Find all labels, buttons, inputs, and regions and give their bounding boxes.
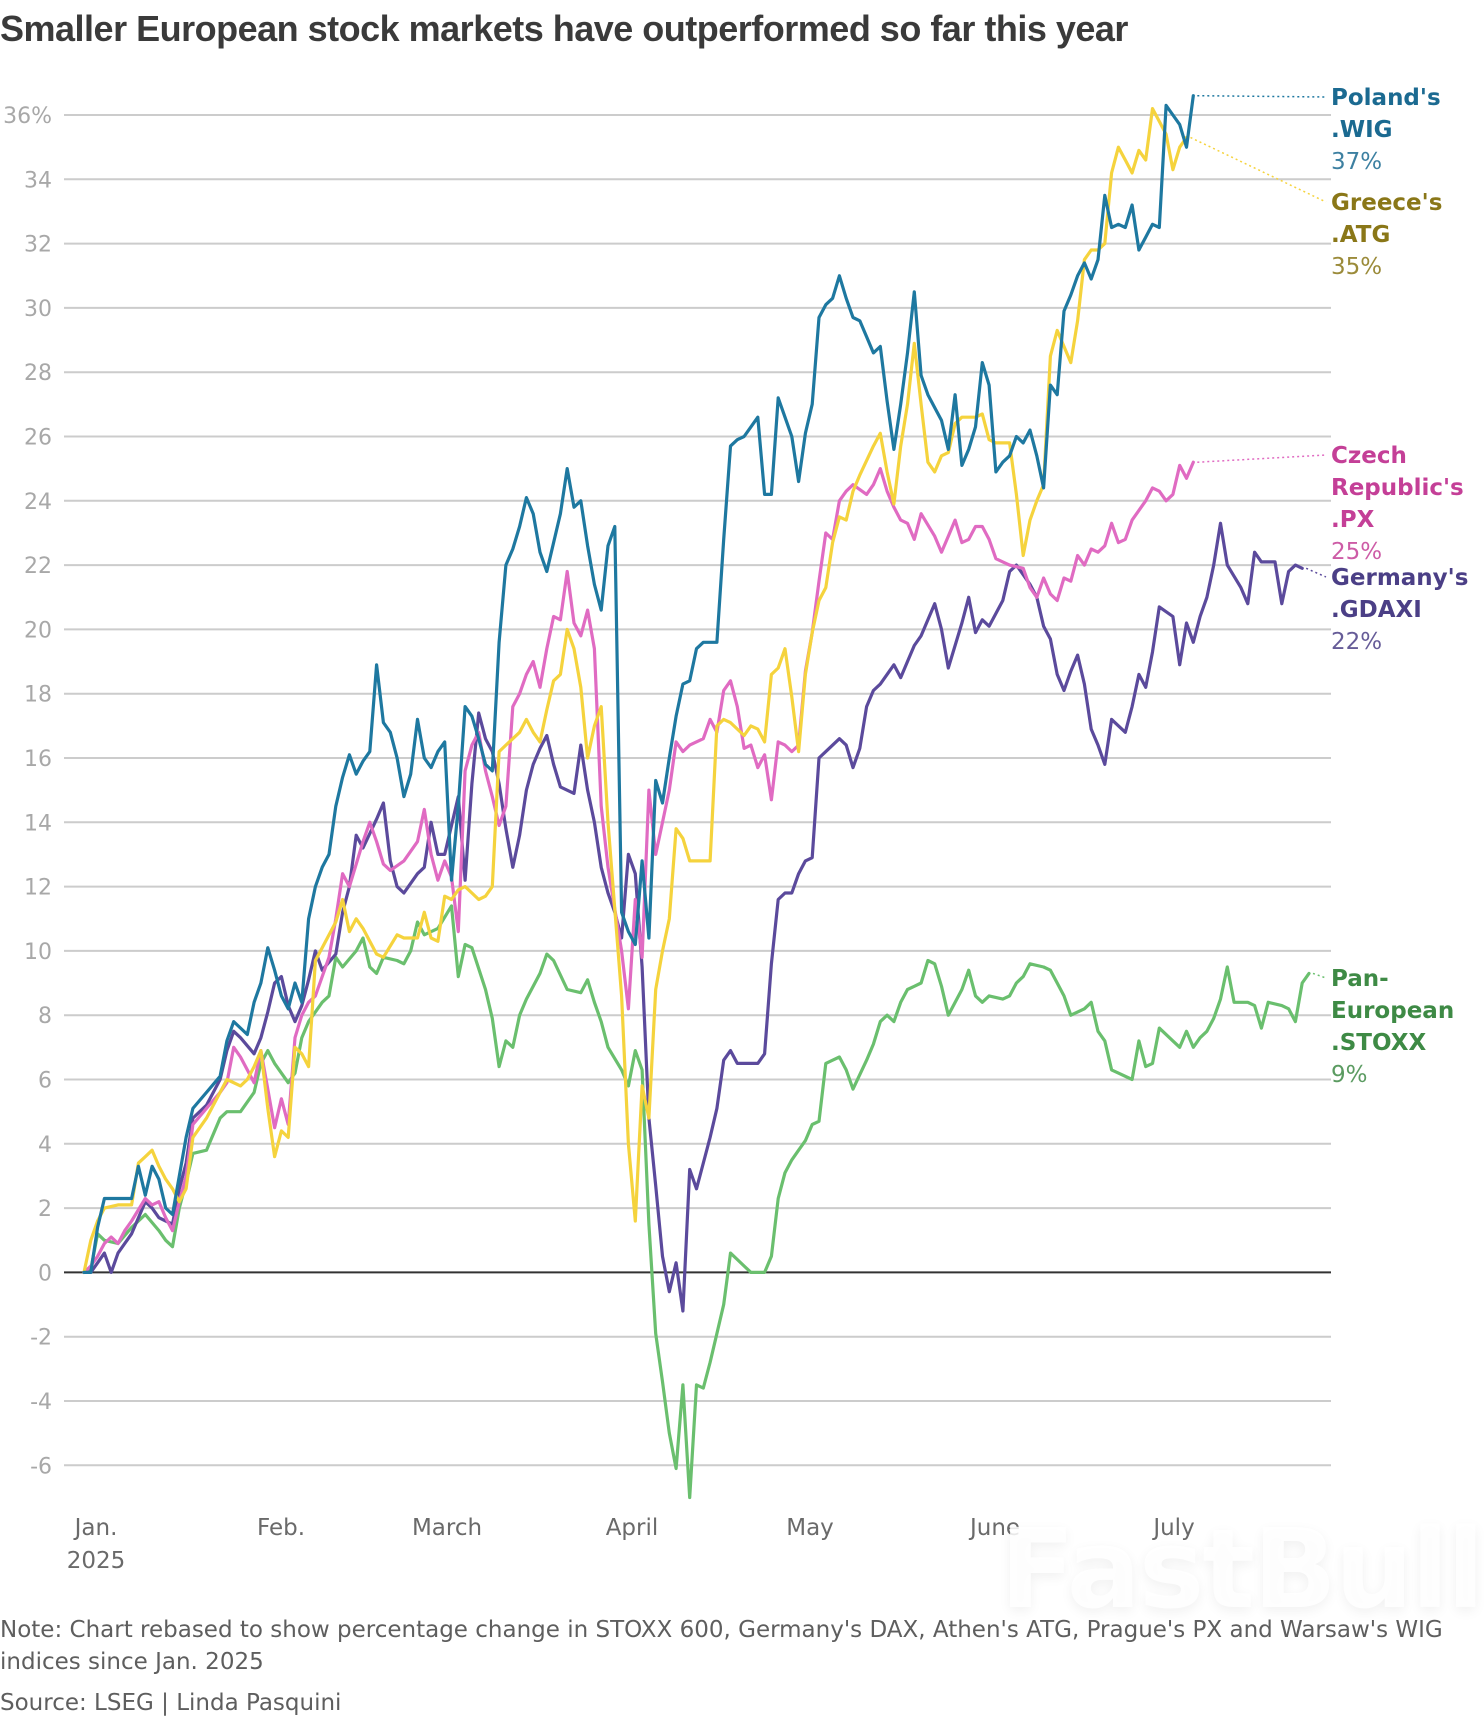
series-label-name: Greece's (1331, 190, 1442, 216)
y-tick-label: 22 (24, 554, 52, 579)
series-label-poland-s-wig: Poland's .WIG 37% (1197, 85, 1441, 175)
series-labels: Pan- European .STOXX 9% Germany's .GDAXI 22% Cz… (1190, 85, 1468, 1088)
y-tick-label: 26 (24, 426, 52, 451)
y-tick-label: 18 (24, 683, 52, 708)
series-label-name: .PX (1331, 507, 1375, 533)
series-label-czech-republic-s-px: Czech Republic's .PX 25% (1197, 443, 1464, 565)
y-tick-label: 30 (24, 297, 52, 322)
chart-title: Smaller European stock markets have outp… (0, 8, 1128, 49)
series-label-name: Czech (1331, 443, 1407, 469)
chart-source: Source: LSEG | Linda Pasquini (0, 1690, 342, 1716)
x-tick-label: Jan. (73, 1515, 118, 1541)
x-tick-label: Feb. (257, 1515, 305, 1541)
series-line-pan-european-stoxx (82, 904, 1311, 1500)
series-label-name: Germany's (1331, 565, 1468, 591)
y-tick-label: 6 (38, 1069, 52, 1094)
gridlines (64, 114, 1331, 1467)
y-tick-label: 24 (24, 490, 52, 515)
x-tick-label: July (1151, 1515, 1194, 1541)
series-label-pan-european-stoxx: Pan- European .STOXX 9% (1312, 966, 1454, 1088)
x-tick-label: March (412, 1515, 482, 1541)
watermark: FastBull (1000, 1505, 1484, 1633)
y-tick-label: -6 (30, 1454, 52, 1479)
series-label-name: .WIG (1331, 117, 1393, 143)
y-tick-label: 8 (38, 1004, 52, 1029)
series-label-germany-s-gdaxi: Germany's .GDAXI 22% (1305, 565, 1468, 655)
series-label-greece-s-atg: Greece's .ATG 35% (1190, 136, 1442, 280)
label-leader (1197, 454, 1327, 463)
label-leader (1197, 94, 1327, 98)
y-tick-label: 4 (38, 1133, 52, 1158)
series-end-value: 22% (1331, 629, 1382, 655)
series-label-name: .GDAXI (1331, 597, 1422, 623)
x-tick-sublabel: 2025 (67, 1548, 126, 1574)
series-label-name: Republic's (1331, 475, 1464, 501)
series-end-value: 9% (1331, 1062, 1368, 1088)
y-tick-label: 10 (24, 940, 52, 965)
x-axis-ticks: Jan. 2025 Feb. March April May June July (67, 1515, 1195, 1574)
y-tick-label: 20 (24, 618, 52, 643)
series-line-poland-s-wig (82, 94, 1195, 1274)
y-tick-label: 12 (24, 876, 52, 901)
y-tick-label: 16 (24, 747, 52, 772)
series-end-value: 25% (1331, 539, 1382, 565)
series-label-name: European (1331, 998, 1454, 1024)
y-tick-label: 32 (24, 233, 52, 258)
y-tick-label: 0 (38, 1261, 52, 1286)
series-label-name: Poland's (1331, 85, 1441, 111)
series-lines (82, 94, 1311, 1500)
y-tick-label: 14 (24, 811, 52, 836)
series-line-greece-s-atg (82, 107, 1189, 1274)
x-tick-label: May (786, 1515, 834, 1541)
series-line-germany-s-gdaxi (82, 521, 1304, 1313)
y-tick-label: 2 (38, 1197, 52, 1222)
line-chart: 36%3432302826242220181614121086420-2-4-6… (3, 85, 1468, 1574)
series-label-name: .STOXX (1331, 1030, 1426, 1056)
series-end-value: 35% (1331, 254, 1382, 280)
label-leader (1312, 972, 1327, 979)
series-label-name: Pan- (1331, 966, 1389, 992)
label-leader (1190, 136, 1327, 203)
series-end-value: 37% (1331, 149, 1382, 175)
chart-note: Note: Chart rebased to show percentage c… (0, 1617, 1443, 1675)
y-tick-label: 34 (24, 168, 52, 193)
y-tick-label: 36% (3, 104, 52, 129)
series-label-name: .ATG (1331, 222, 1390, 248)
y-tick-label: -2 (30, 1326, 52, 1351)
label-leader (1305, 567, 1327, 578)
y-tick-label: 28 (24, 361, 52, 386)
x-tick-label: June (968, 1515, 1020, 1541)
y-tick-label: -4 (30, 1390, 52, 1415)
x-tick-label: April (606, 1515, 659, 1541)
series-line-czech-republic-s-px (82, 460, 1195, 1274)
